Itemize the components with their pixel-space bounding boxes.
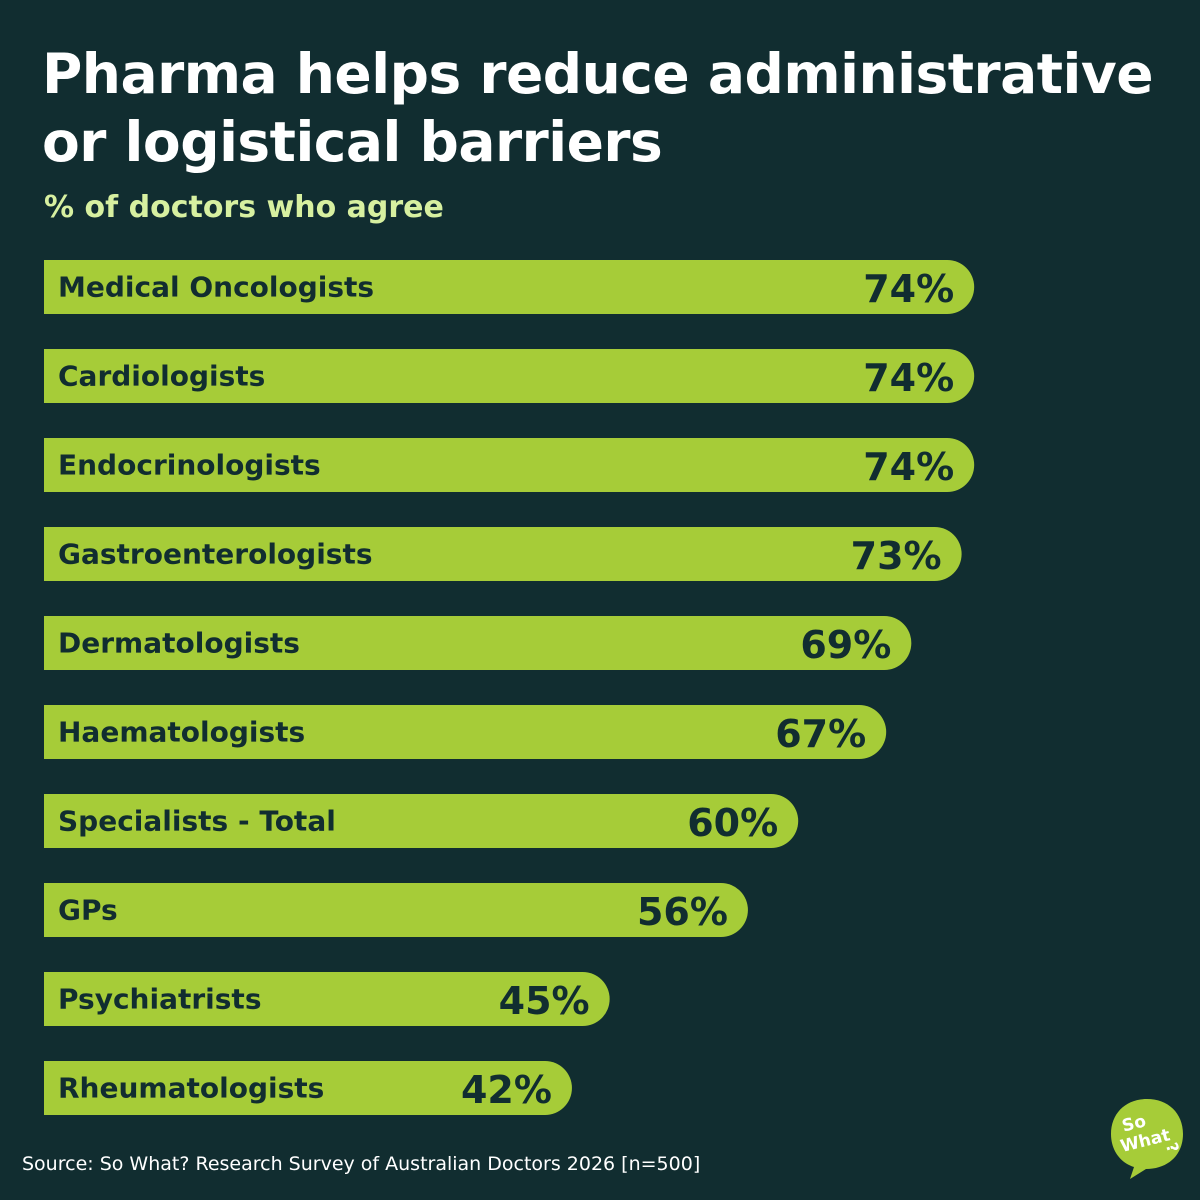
bar-cardiologists xyxy=(44,349,975,403)
chart-title: Pharma helps reduce administrative or lo… xyxy=(42,42,1154,174)
value-label: 42% xyxy=(461,1068,552,1112)
value-label: 60% xyxy=(687,801,778,845)
category-label: Dermatologists xyxy=(58,627,300,660)
category-label: Cardiologists xyxy=(58,360,265,393)
so-what-logo-icon: So What ? xyxy=(1111,1099,1183,1179)
bar-specialists-total xyxy=(44,794,799,848)
value-label: 73% xyxy=(851,534,942,578)
bar-endocrinologists xyxy=(44,438,975,492)
bar-gastroenterologists xyxy=(44,527,962,581)
value-label: 74% xyxy=(863,445,954,489)
bar-haematologists xyxy=(44,705,887,759)
bar-dermatologists xyxy=(44,616,912,670)
category-label: Rheumatologists xyxy=(58,1072,324,1105)
value-label: 45% xyxy=(499,979,590,1023)
category-label: Specialists - Total xyxy=(58,805,336,838)
chart-subtitle: % of doctors who agree xyxy=(44,190,444,225)
category-label: Gastroenterologists xyxy=(58,538,373,571)
bar-medical-oncologists xyxy=(44,260,975,314)
value-label: 56% xyxy=(637,890,728,934)
category-label: Haematologists xyxy=(58,716,305,749)
bar-psychiatrists xyxy=(44,972,610,1026)
bar-gps xyxy=(44,883,748,937)
category-label: Medical Oncologists xyxy=(58,271,374,304)
value-label: 74% xyxy=(863,356,954,400)
category-label: GPs xyxy=(58,894,118,927)
bar-rheumatologists xyxy=(44,1061,572,1115)
value-label: 69% xyxy=(800,623,891,667)
speech-bubble-icon xyxy=(1111,1099,1183,1179)
category-label: Endocrinologists xyxy=(58,449,321,482)
value-label: 74% xyxy=(863,267,954,311)
value-label: 67% xyxy=(775,712,866,756)
category-label: Psychiatrists xyxy=(58,983,261,1016)
source-note: Source: So What? Research Survey of Aust… xyxy=(22,1153,701,1175)
